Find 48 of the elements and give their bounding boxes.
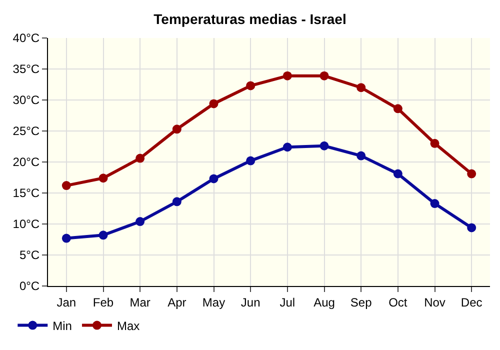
point — [356, 151, 366, 160]
x-tick-label: Oct — [388, 295, 408, 310]
point — [62, 181, 71, 190]
y-tick-label: 25°C — [12, 124, 40, 138]
point — [209, 174, 218, 184]
y-tick-label: 15°C — [12, 186, 40, 200]
x-tick-label: Mar — [130, 295, 150, 310]
point — [246, 156, 256, 166]
x-tick-label: Apr — [168, 295, 186, 310]
y-tick-label: 40°C — [12, 31, 40, 46]
legend-label: Min — [52, 318, 72, 333]
y-tick-label: 20°C — [12, 155, 40, 170]
x-tick-label: Jul — [280, 295, 296, 310]
x-tick-label: Jan — [56, 295, 76, 310]
point — [172, 124, 182, 134]
point — [172, 197, 182, 206]
point — [393, 104, 402, 114]
x-tick-label: Feb — [92, 295, 114, 310]
point — [282, 142, 292, 152]
point — [136, 217, 145, 226]
point — [246, 81, 256, 90]
chart-title: Temperaturas medias - Israel — [154, 10, 346, 27]
point — [393, 169, 402, 178]
x-tick-label: Nov — [424, 295, 446, 310]
y-tick-label: 10°C — [12, 217, 40, 232]
point — [467, 169, 476, 178]
point — [320, 71, 329, 80]
x-tick-label: Sep — [350, 295, 372, 310]
y-tick-label: 35°C — [12, 62, 40, 76]
point — [467, 223, 476, 232]
point — [356, 83, 366, 92]
x-tick-label: Jun — [240, 295, 260, 310]
x-tick-label: Dec — [460, 295, 482, 310]
point — [136, 154, 145, 163]
y-tick-label: 5°C — [19, 248, 40, 262]
x-tick-label: May — [202, 295, 226, 310]
point — [209, 99, 218, 108]
point — [98, 230, 108, 240]
point — [98, 174, 108, 183]
point — [430, 138, 440, 148]
legend-label: Max — [116, 318, 140, 333]
y-tick-label: 0°C — [19, 279, 40, 294]
y-tick-label: 30°C — [12, 93, 40, 108]
point — [320, 141, 329, 150]
point — [430, 199, 440, 208]
point — [62, 234, 71, 243]
x-tick-label: Aug — [314, 295, 335, 310]
point — [282, 71, 292, 80]
